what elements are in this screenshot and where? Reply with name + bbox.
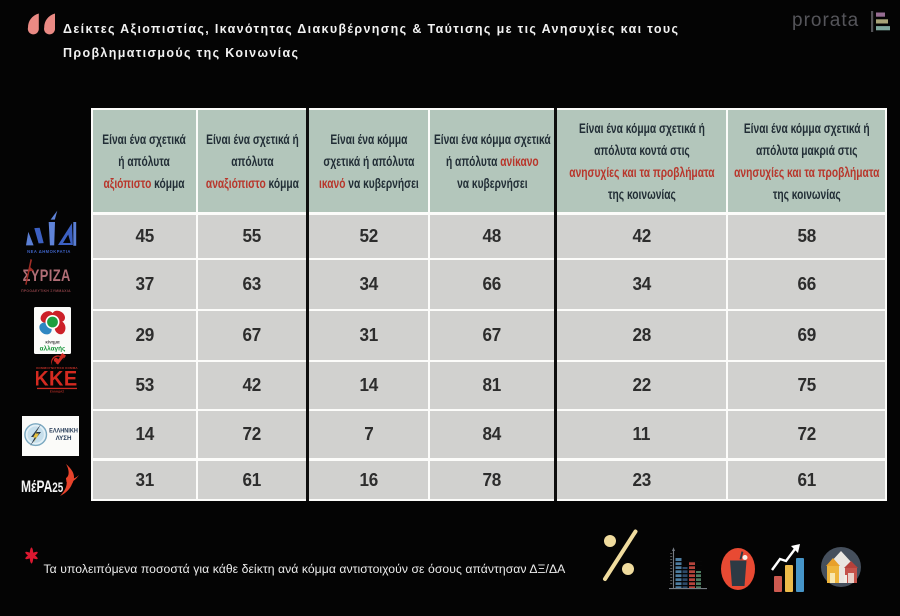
svg-text:κίνημα: κίνημα [45, 340, 59, 345]
svg-text:ΝΕΑ ΔΗΜΟΚΡΑΤΙΑ: ΝΕΑ ΔΗΜΟΚΡΑΤΙΑ [27, 249, 71, 254]
svg-text:αλλαγής: αλλαγής [40, 345, 66, 353]
svg-text:ΕΛΛΗΝΙΚΗ: ΕΛΛΗΝΙΚΗ [49, 428, 78, 434]
svg-text:ΕΛΛΑΔΑΣ: ΕΛΛΑΔΑΣ [50, 389, 64, 393]
svg-text:ΚΟΜΜΟΥΝΙΣΤΙΚΟ ΚΟΜΜΑ: ΚΟΜΜΟΥΝΙΣΤΙΚΟ ΚΟΜΜΑ [36, 366, 78, 370]
svg-text:ΚΚΕ: ΚΚΕ [36, 367, 78, 391]
svg-text:ΛΥΣΗ: ΛΥΣΗ [56, 435, 72, 442]
